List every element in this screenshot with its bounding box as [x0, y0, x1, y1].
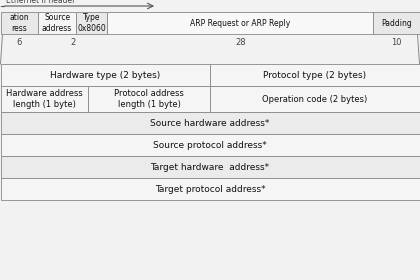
Text: Source hardware address*: Source hardware address*	[150, 118, 270, 127]
Bar	[210, 86, 420, 112]
Bar	[0, 86, 89, 112]
Text: ation
ress: ation ress	[10, 13, 29, 33]
Bar	[0, 64, 210, 86]
Text: Ethernet II header: Ethernet II header	[6, 0, 75, 5]
Text: 2: 2	[70, 38, 76, 47]
Bar	[76, 12, 108, 34]
Bar	[0, 156, 420, 178]
Text: Padding: Padding	[381, 18, 412, 27]
Text: Protocol type (2 bytes): Protocol type (2 bytes)	[263, 71, 366, 80]
Bar	[108, 12, 373, 34]
Bar	[0, 134, 420, 156]
Bar	[38, 12, 76, 34]
Text: Target hardware  address*: Target hardware address*	[150, 162, 270, 171]
Text: Hardware address
length (1 byte): Hardware address length (1 byte)	[6, 89, 83, 109]
Bar	[373, 12, 420, 34]
Text: Target protocol address*: Target protocol address*	[155, 185, 265, 193]
Text: 6: 6	[17, 38, 22, 47]
Text: Source
address: Source address	[42, 13, 72, 33]
Text: 28: 28	[235, 38, 246, 47]
Text: ARP Request or ARP Reply: ARP Request or ARP Reply	[190, 18, 291, 27]
Bar	[0, 178, 420, 200]
Text: Hardware type (2 bytes): Hardware type (2 bytes)	[50, 71, 160, 80]
Text: Protocol address
length (1 byte): Protocol address length (1 byte)	[114, 89, 184, 109]
Bar	[210, 64, 420, 86]
Bar	[0, 12, 38, 34]
Text: Type
0x8060: Type 0x8060	[77, 13, 106, 33]
Text: Operation code (2 bytes): Operation code (2 bytes)	[262, 95, 368, 104]
Text: 10: 10	[391, 38, 402, 47]
Bar	[0, 112, 420, 134]
Bar	[89, 86, 210, 112]
Text: Source protocol address*: Source protocol address*	[153, 141, 267, 150]
